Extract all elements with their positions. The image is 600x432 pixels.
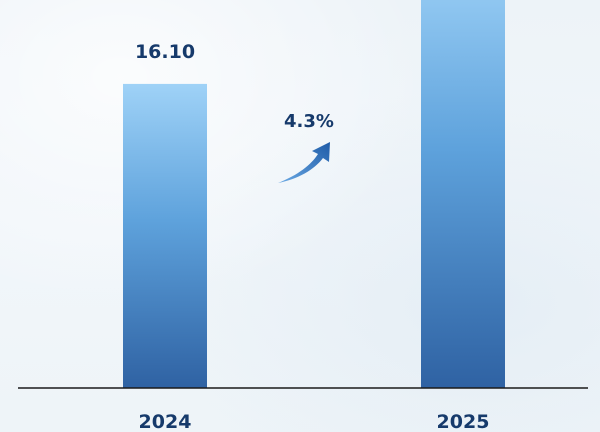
growth-rate-label: 4.3% (284, 111, 334, 132)
bar-2024 (123, 83, 207, 389)
arrow-up-right-icon (278, 142, 330, 183)
bar-2025 (421, 0, 505, 388)
category-label-2024: 2024 (139, 411, 192, 432)
value-labels-layer: 16.1016.60 (135, 41, 195, 63)
category-labels-layer: 2024 2025 (139, 411, 490, 432)
value-label-2024: 16.10 (135, 41, 195, 63)
category-label-2025: 2025 (437, 411, 490, 432)
growth-annotation: 4.3% (278, 111, 334, 183)
bars-layer (123, 0, 505, 389)
